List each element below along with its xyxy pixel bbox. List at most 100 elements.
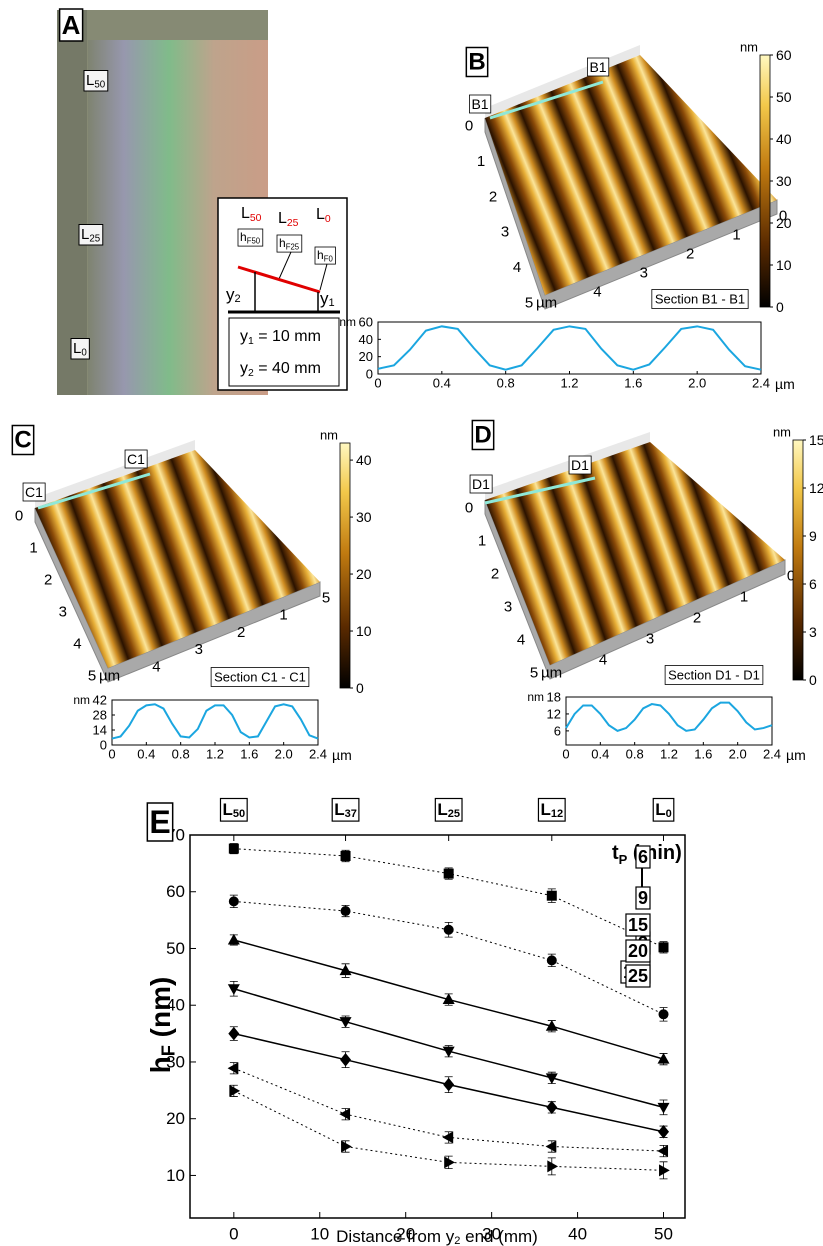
axis-tick-label: 5: [525, 295, 533, 312]
colorbar-tick-label: 15: [809, 432, 823, 448]
marker: [659, 1009, 669, 1019]
y-tick-label: 28: [93, 708, 107, 723]
y-axis-label-rest: (nm): [145, 977, 176, 1045]
y-tick-label: 10: [166, 1166, 185, 1185]
series-label: 9: [638, 888, 648, 908]
colorbar: [340, 443, 350, 688]
colorbar-tick-label: 30: [776, 173, 792, 189]
y-axis-label: nm: [73, 693, 90, 707]
section-caption: Section C1 - C1: [214, 670, 306, 685]
sample-tag-sub: 25: [89, 233, 100, 244]
y-tick-label: 0: [366, 367, 373, 382]
colorbar-unit: nm: [320, 428, 338, 443]
colorbar-tick-label: 3: [809, 624, 817, 640]
level-label-sub: 0: [325, 213, 331, 224]
panel-label: C: [14, 427, 31, 454]
x-axis-label: Distance from y2 end (mm): [336, 1227, 538, 1246]
axis-tick-label: 4: [513, 259, 521, 276]
height-label-sub: F25: [286, 242, 300, 251]
y-tick-label: 20: [166, 1109, 185, 1128]
x-tick-label: 1.6: [624, 376, 642, 391]
series-label: 20: [628, 941, 648, 961]
axis-tick-label: 4: [599, 652, 607, 669]
plot-frame: [190, 835, 685, 1218]
axis-tick-label: 3: [504, 599, 512, 616]
sample-tag-sub: 0: [81, 347, 87, 358]
axis-tick-label: 1: [740, 589, 748, 606]
section-tag: B1: [471, 96, 488, 112]
axis-tick-label: 4: [73, 636, 81, 653]
y-tick-label: 42: [93, 693, 107, 708]
axis-tick-label: 4: [593, 284, 601, 301]
level-label-main: L: [316, 206, 325, 223]
section-tag: B1: [589, 59, 606, 75]
colorbar-tick-label: 0: [809, 672, 817, 688]
axis-unit: µm: [536, 295, 557, 312]
y-tick-label: 14: [93, 723, 107, 738]
panel-label: D: [474, 422, 491, 449]
x-tick-label: 50: [654, 1225, 673, 1244]
colorbar-tick-label: 40: [776, 131, 792, 147]
x-tick-label: 2.0: [688, 376, 706, 391]
marker: [229, 896, 239, 906]
colorbar-tick-label: 40: [356, 452, 372, 468]
axis-tick-label: 1: [732, 227, 740, 244]
photo-shade: [57, 10, 87, 395]
x-tick-label: 1.6: [240, 747, 258, 762]
colorbar-tick-label: 20: [776, 215, 792, 231]
legend-title-sub: P: [619, 852, 628, 867]
axis-tick-label: 3: [195, 641, 203, 658]
axis-tick-label: 2: [693, 610, 701, 627]
section-tag: D1: [571, 457, 589, 473]
colorbar: [793, 440, 803, 680]
plot-frame: [566, 697, 772, 745]
section-caption: Section D1 - D1: [668, 668, 760, 683]
note-rest: = 40 mm: [254, 360, 321, 377]
axis-unit: µm: [99, 668, 120, 685]
axis-tick-label: 2: [489, 188, 497, 205]
axis-tick-label: 5: [88, 668, 96, 685]
axis-tick-label: 3: [59, 604, 67, 621]
marker: [659, 942, 669, 952]
end-label-sub: 1: [329, 297, 335, 309]
note-main: y: [240, 360, 248, 377]
axis-tick-label: 1: [29, 540, 37, 557]
x-tick-label: 1.2: [560, 376, 578, 391]
y-tick-label: 40: [359, 332, 373, 347]
series-label: 15: [628, 915, 648, 935]
section-tag: C1: [127, 451, 145, 467]
colorbar-tick-label: 10: [776, 257, 792, 273]
axis-tick-label: 2: [44, 572, 52, 589]
height-label-main: h: [317, 248, 324, 262]
y-tick-label: 60: [166, 882, 185, 901]
axis-tick-label: 1: [477, 153, 485, 170]
x-tick-label: 2.0: [275, 747, 293, 762]
x-tick-label: 10: [310, 1225, 329, 1244]
end-label-sub: 2: [235, 293, 241, 305]
x-axis-label: µm: [775, 376, 795, 392]
top-label-sub: 12: [551, 808, 563, 820]
note-main: y: [240, 328, 248, 345]
axis-tick-label: 0: [15, 508, 23, 525]
colorbar-tick-label: 10: [356, 623, 372, 639]
height-label-main: h: [279, 236, 286, 250]
sample-tag-main: L: [73, 340, 81, 357]
y-axis-label-main: h: [145, 1056, 176, 1073]
axis-tick-label: 5: [322, 590, 330, 607]
top-label-sub: 0: [666, 808, 672, 820]
colorbar-tick-label: 20: [356, 566, 372, 582]
top-label-sub: 37: [345, 808, 357, 820]
y-tick-label: 60: [359, 315, 373, 330]
panel-label: A: [62, 10, 81, 40]
x-tick-label: 1.2: [660, 747, 678, 762]
marker: [444, 869, 454, 879]
axis-tick-label: 1: [478, 533, 486, 550]
axis-unit: µm: [541, 665, 562, 682]
x-tick-label: 0.8: [626, 747, 644, 762]
x-tick-label: 0.4: [137, 747, 155, 762]
y-tick-label: 20: [359, 349, 373, 364]
top-label-sub: 50: [233, 808, 245, 820]
marker: [341, 851, 351, 861]
x-tick-label: 2.4: [309, 747, 327, 762]
axis-tick-label: 3: [646, 631, 654, 648]
